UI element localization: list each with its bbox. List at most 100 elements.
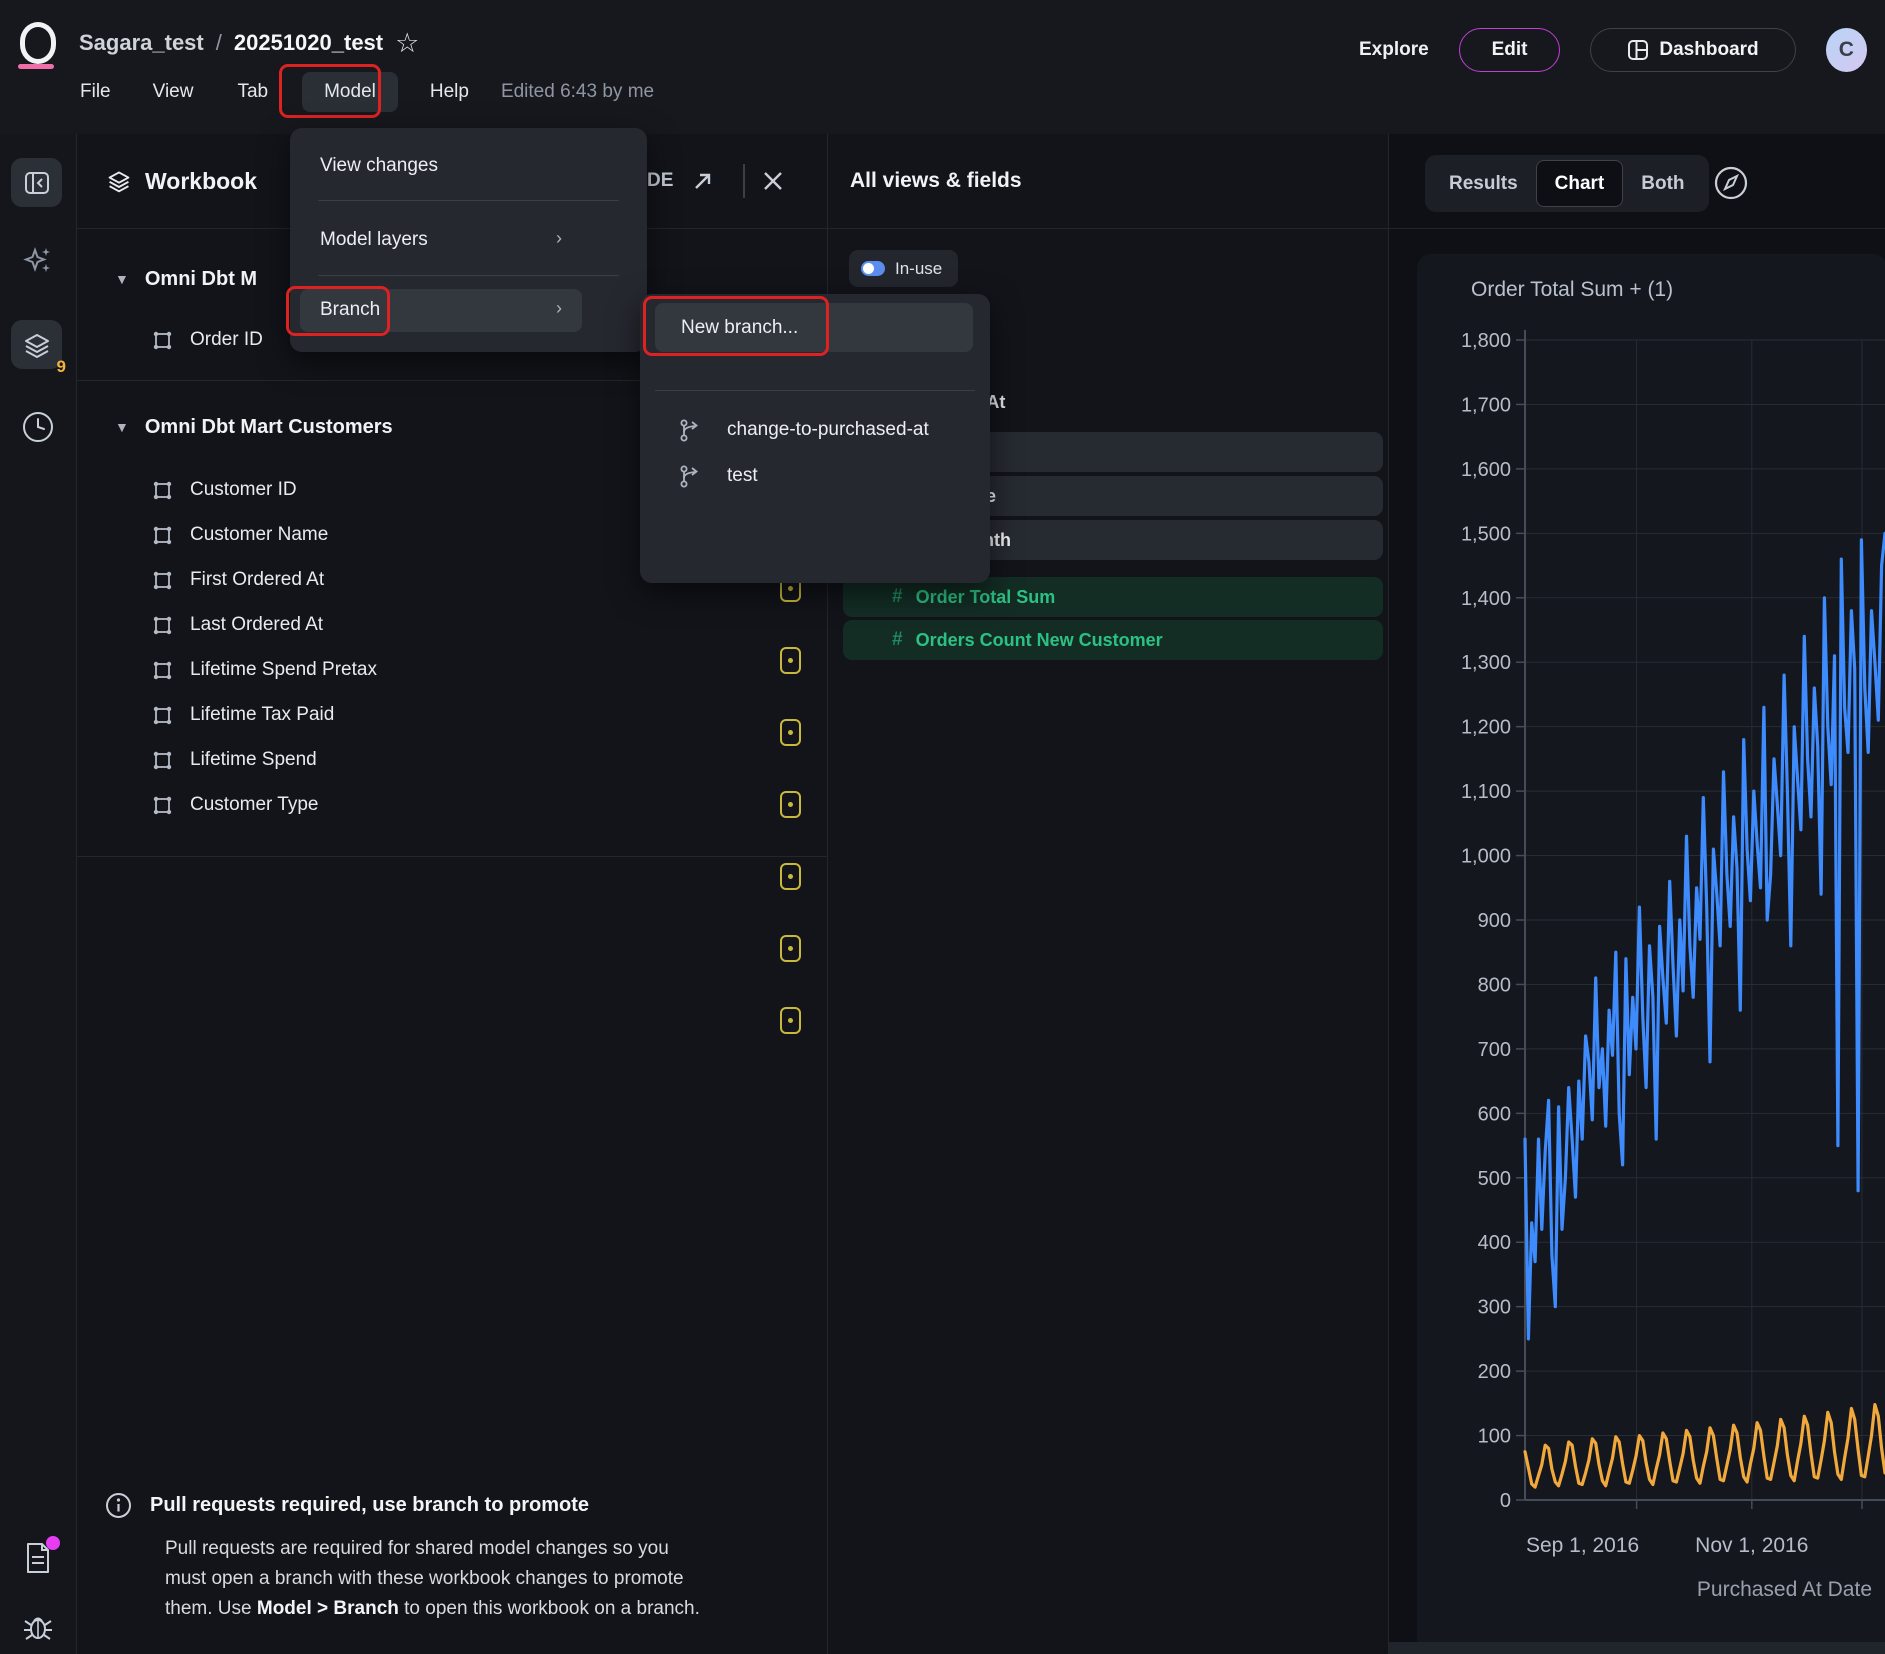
collapse-caret-icon[interactable]: ▼ <box>115 419 129 435</box>
submenu-branch-item[interactable]: change-to-purchased-at <box>678 412 929 448</box>
bug-icon <box>22 1612 54 1642</box>
field-row[interactable]: Lifetime Spend <box>152 743 317 777</box>
menu-view[interactable]: View <box>153 81 194 103</box>
menu-separator-2 <box>318 275 619 276</box>
field-row[interactable]: Customer Type <box>152 788 318 822</box>
omni-logo-icon[interactable] <box>20 22 56 64</box>
view-group-name: Omni Dbt Mart Customers <box>145 416 393 439</box>
info-note-title: Pull requests required, use branch to pr… <box>150 1494 589 1517</box>
in-use-label: In-use <box>895 259 942 279</box>
close-panel-button[interactable] <box>760 134 786 228</box>
external-link-arrow-icon <box>691 169 715 193</box>
top-header: Sagara_test / 20251020_test ☆ Explore Ed… <box>0 0 1885 134</box>
dimension-icon <box>152 750 173 771</box>
view-group-header[interactable]: ▼Omni Dbt M <box>115 261 257 297</box>
menu-tab[interactable]: Tab <box>237 81 268 103</box>
menu-item-view-changes[interactable]: View changes <box>320 148 438 184</box>
svg-text:900: 900 <box>1478 910 1511 932</box>
explore-link[interactable]: Explore <box>1359 39 1429 61</box>
breadcrumb-workspace[interactable]: Sagara_test <box>79 30 204 56</box>
dimension-icon <box>152 795 173 816</box>
docs-button[interactable] <box>0 1542 76 1574</box>
menu-item-branch[interactable]: Branch <box>320 292 380 328</box>
panel-scrollbar-strip[interactable] <box>1389 1642 1885 1654</box>
all-views-title: All views & fields <box>850 134 1022 228</box>
field-row[interactable]: Customer ID <box>152 473 297 507</box>
info-note-body: Pull requests are required for shared mo… <box>165 1534 825 1624</box>
svg-text:1,300: 1,300 <box>1461 652 1511 674</box>
field-row[interactable]: Lifetime Spend Pretax <box>152 653 377 687</box>
model-layers-button[interactable]: 9 <box>11 320 62 369</box>
menu-item-model-layers[interactable]: Model layers <box>320 222 428 258</box>
field-toggle-icon[interactable] <box>780 791 801 818</box>
menu-model[interactable]: Model <box>302 72 398 112</box>
svg-text:1,200: 1,200 <box>1461 717 1511 739</box>
submenu-branch-item[interactable]: test <box>678 458 758 494</box>
field-toggle-icon[interactable] <box>780 719 801 746</box>
edit-button[interactable]: Edit <box>1459 28 1561 72</box>
measure-field-row[interactable]: #Order Total Sum <box>843 577 1383 617</box>
tab-chart[interactable]: Chart <box>1536 160 1624 207</box>
layers-count-badge: 9 <box>57 357 66 377</box>
field-toggle-icon[interactable] <box>780 647 801 674</box>
menu-help[interactable]: Help <box>430 81 469 103</box>
open-in-new-button[interactable] <box>691 134 715 228</box>
info-note-line2: must open a branch with these workbook c… <box>165 1568 684 1589</box>
measure-hash-icon: # <box>892 629 903 651</box>
omni-logo-underline <box>18 64 54 69</box>
svg-text:1,400: 1,400 <box>1461 588 1511 610</box>
svg-text:600: 600 <box>1478 1103 1511 1125</box>
notification-dot <box>46 1536 60 1550</box>
measure-field-label: Order Total Sum <box>916 587 1056 608</box>
dimension-icon <box>152 705 173 726</box>
field-row[interactable]: Last Ordered At <box>152 608 323 642</box>
field-toggle-icon[interactable] <box>780 935 801 962</box>
field-row[interactable]: First Ordered At <box>152 563 324 597</box>
explore-compass-button[interactable] <box>1712 164 1750 202</box>
left-icon-rail: 9 <box>0 134 77 1654</box>
chart-svg[interactable]: 01002003004005006007008009001,0001,1001,… <box>1417 254 1885 1654</box>
clock-icon <box>21 410 55 444</box>
collapse-caret-icon[interactable]: ▼ <box>115 271 129 287</box>
field-label: Customer ID <box>190 479 297 501</box>
field-toggle-icon[interactable] <box>780 1007 801 1034</box>
header-divider <box>742 134 746 228</box>
tab-both[interactable]: Both <box>1623 161 1702 206</box>
svg-text:300: 300 <box>1478 1297 1511 1319</box>
menu-file[interactable]: File <box>80 81 111 103</box>
field-label: First Ordered At <box>190 569 324 591</box>
field-toggle-icon[interactable] <box>780 863 801 890</box>
submenu-separator <box>655 390 975 391</box>
measure-field-row[interactable]: #Orders Count New Customer <box>843 620 1383 660</box>
sidebar-panel-icon <box>24 170 50 196</box>
model-dropdown-menu: View changes Model layers › Branch › <box>290 128 647 352</box>
debug-button[interactable] <box>0 1612 76 1642</box>
breadcrumb-document-title[interactable]: 20251020_test <box>234 30 383 56</box>
dimension-icon <box>152 615 173 636</box>
compass-icon <box>1712 164 1750 202</box>
field-label: Last Ordered At <box>190 614 323 636</box>
history-button[interactable] <box>0 410 76 444</box>
svg-text:1,800: 1,800 <box>1461 330 1511 352</box>
submenu-item-new-branch[interactable]: New branch... <box>681 310 798 346</box>
git-branch-icon <box>678 418 703 443</box>
field-row[interactable]: Lifetime Tax Paid <box>152 698 334 732</box>
in-use-filter-chip[interactable]: In-use <box>849 250 958 287</box>
field-row[interactable]: Customer Name <box>152 518 328 552</box>
collapse-sidebar-button[interactable] <box>11 158 62 207</box>
tree-bottom-divider <box>77 856 827 857</box>
edited-status: Edited 6:43 by me <box>501 81 654 103</box>
svg-text:Purchased At Date: Purchased At Date <box>1697 1578 1872 1601</box>
user-avatar[interactable]: C <box>1826 28 1867 72</box>
in-use-toggle-icon[interactable] <box>861 261 885 276</box>
view-group-header[interactable]: ▼ Omni Dbt Mart Customers <box>115 409 393 445</box>
tab-results[interactable]: Results <box>1431 161 1536 206</box>
field-row[interactable]: Order ID <box>152 323 263 357</box>
workbook-title: Workbook <box>107 134 257 228</box>
ai-assistant-button[interactable] <box>0 244 76 276</box>
branch-name: test <box>727 465 758 487</box>
favorite-star-icon[interactable]: ☆ <box>395 30 419 57</box>
header-actions: Explore Edit Dashboard C <box>1359 27 1867 73</box>
info-note-line3-pre: them. Use <box>165 1598 257 1619</box>
dashboard-button[interactable]: Dashboard <box>1590 28 1795 72</box>
